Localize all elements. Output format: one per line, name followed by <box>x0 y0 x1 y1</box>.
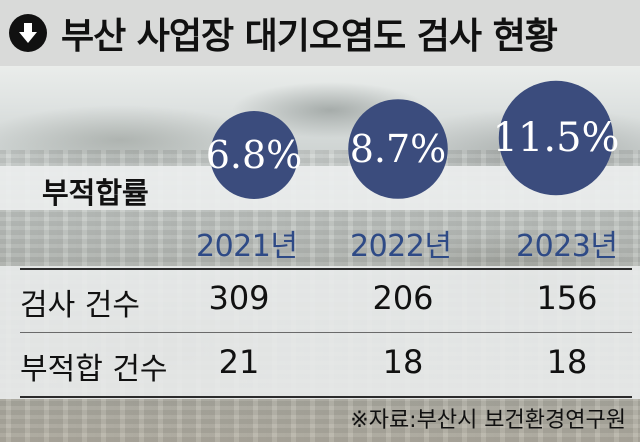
arrow-down-circle-icon <box>9 14 47 52</box>
title-bar: 부산 사업장 대기오염도 검사 현황 <box>0 0 640 66</box>
bubble-2022년 <box>348 99 448 199</box>
source-note: ※자료:부산시 보건환경연구원 <box>350 408 626 433</box>
bubble-label-2022년: 8.7% <box>350 127 447 171</box>
rate-label: 부적합률 <box>42 176 149 210</box>
year-label-2022: 2022년 <box>350 229 452 264</box>
year-label-2023: 2023년 <box>516 229 618 264</box>
cell-inspections-2022: 206 <box>372 279 434 317</box>
cell-noncompliant-2021: 21 <box>218 343 260 381</box>
cell-noncompliant-2022: 18 <box>382 343 424 381</box>
row-label-inspections: 검사 건수 <box>20 288 140 323</box>
arrow-down-glyph <box>19 23 37 43</box>
table-top-rule <box>20 268 632 270</box>
table-mid-rule <box>20 332 632 333</box>
bubble-label-2021년: 6.8% <box>206 133 303 177</box>
cell-inspections-2023: 156 <box>536 279 598 317</box>
bubble-2023년 <box>498 80 614 196</box>
page-title: 부산 사업장 대기오염도 검사 현황 <box>61 16 558 57</box>
bubble-label-2023년: 11.5% <box>492 115 619 161</box>
bubble-2021년 <box>210 111 298 199</box>
cell-noncompliant-2023: 18 <box>546 343 588 381</box>
cell-inspections-2021: 309 <box>208 279 270 317</box>
table-bottom-rule <box>20 396 632 398</box>
row-label-noncompliant: 부적합 건수 <box>20 352 168 387</box>
year-label-2021: 2021년 <box>196 229 298 264</box>
